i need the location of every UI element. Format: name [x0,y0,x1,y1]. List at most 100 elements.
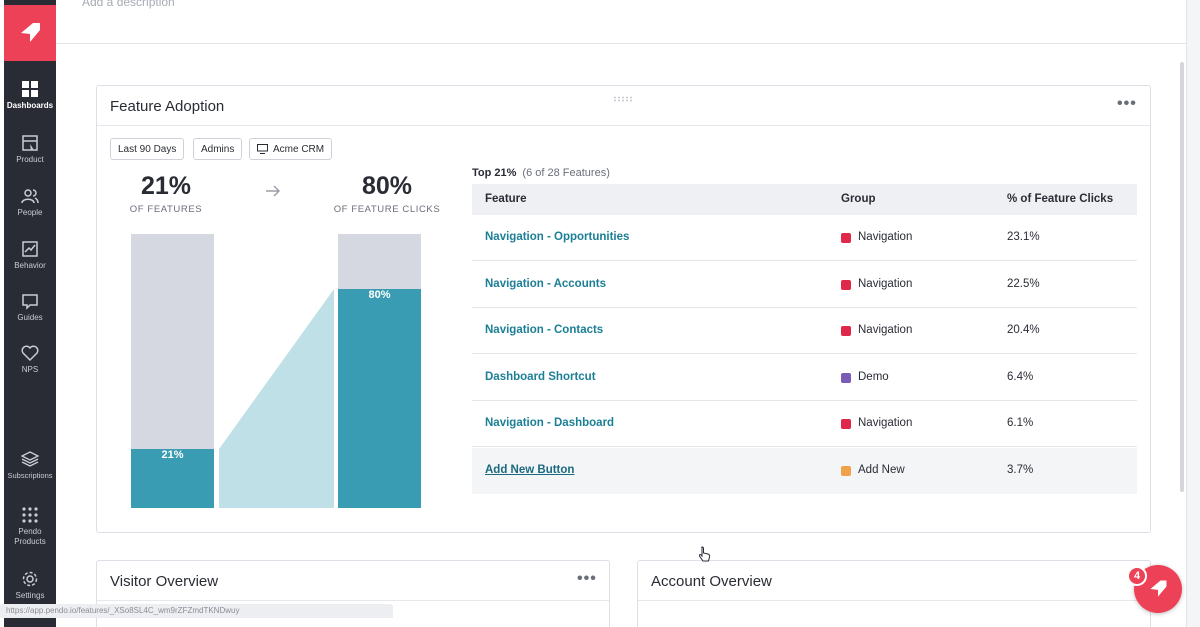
notification-badge: 4 [1127,566,1147,586]
feature-link[interactable]: Navigation - Dashboard [485,417,615,429]
pendo-logo-icon [21,23,40,42]
features-caption: OF FEATURES [129,204,203,215]
sidebar-item-behavior[interactable]: Behavior [4,240,56,271]
adoption-bar-visual [131,234,421,508]
app-filter-label: Acme CRM [273,143,325,155]
sidebar-item-product[interactable]: Product [4,134,56,165]
click-percent: 20.4% [1007,324,1040,336]
pendo-logo-icon [1150,580,1167,597]
column-header-feature[interactable]: Feature [485,193,527,205]
column-header-group[interactable]: Group [841,193,876,205]
table-header: Feature Group % of Feature Clicks [472,184,1137,215]
app-filter[interactable]: Acme CRM [249,138,333,160]
sidebar-item-people[interactable]: People [4,187,56,218]
card-divider [97,600,609,601]
table-row: Dashboard Shortcut Demo 6.4% [472,355,1137,401]
feature-link[interactable]: Add New Button [485,464,575,476]
sidebar-item-settings[interactable]: Settings [4,570,56,601]
sidebar-item-label: Subscriptions [7,471,53,480]
segment-filter[interactable]: Admins [193,138,243,160]
layers-icon [21,451,39,467]
clicks-bar-label: 80% [368,289,391,301]
card-title: Visitor Overview [110,573,219,590]
sidebar-item-label: Behavior [14,261,46,270]
group-name: Navigation [858,417,913,429]
sidebar-item-guides[interactable]: Guides [4,292,56,323]
card-divider [97,125,1150,126]
sidebar-item-label: Dashboards [6,101,54,110]
table-row: Navigation - Opportunities Navigation 23… [472,215,1137,261]
group-color-swatch [841,280,851,290]
gear-icon [22,571,38,587]
scrollbar[interactable] [1180,62,1184,492]
click-percent: 6.4% [1007,371,1034,383]
group-name: Navigation [858,278,913,290]
feature-link[interactable]: Navigation - Opportunities [485,231,630,243]
link-preview-url: https://app.pendo.io/features/_XSo8SL4C_… [0,604,393,618]
sidebar-item-label: Product [16,155,44,164]
product-icon [22,135,38,151]
account-overview-card: Account Overview [637,560,1151,627]
sidebar-item-label: NPS [21,365,39,374]
top-count: (6 of 28 Features) [522,167,610,179]
top-features-caption: Top 21% (6 of 28 Features) [472,167,610,179]
date-range-filter[interactable]: Last 90 Days [110,138,185,160]
sidebar-item-label: Settings [15,591,45,600]
window-edge [1186,0,1200,627]
click-percent: 3.7% [1007,464,1034,476]
sidebar-item-label: People [17,208,43,217]
sidebar: Dashboards Product People Behavior Guide… [4,0,56,627]
click-percent: 23.1% [1007,231,1040,243]
table-row: Navigation - Dashboard Navigation 6.1% [472,401,1137,447]
behavior-icon [22,241,38,257]
table-row: Navigation - Accounts Navigation 22.5% [472,262,1137,308]
card-divider [638,600,1150,601]
drag-handle-icon[interactable] [613,89,633,102]
click-percent: 22.5% [1007,278,1040,290]
top-percent: Top 21% [472,167,517,179]
clicks-bar-fill [338,289,421,508]
group-color-swatch [841,373,851,383]
hand-cursor-icon [698,546,712,567]
clicks-percent: 80% [361,172,413,200]
description-field[interactable]: Add a description [82,0,175,9]
group-color-swatch [841,466,851,476]
feature-link[interactable]: Navigation - Contacts [485,324,604,336]
clicks-caption: OF FEATURE CLICKS [333,204,441,215]
heart-icon [21,345,39,362]
arrow-right-icon [265,184,281,203]
more-options-icon[interactable]: ••• [1117,95,1137,112]
sidebar-item-subscriptions[interactable]: Subscriptions [4,450,56,481]
table-row: Navigation - Contacts Navigation 20.4% [472,308,1137,354]
card-title: Feature Adoption [110,98,225,115]
column-header-clicks[interactable]: % of Feature Clicks [1007,193,1114,205]
grid-icon [22,81,38,97]
people-icon [21,189,39,204]
click-percent: 6.1% [1007,417,1034,429]
features-bar-fill [131,449,214,508]
sidebar-item-pendo-products[interactable]: Pendo Products [4,506,56,547]
sidebar-item-label: Pendo Products [14,527,46,546]
card-title: Account Overview [651,573,772,590]
features-bar-label: 21% [161,449,184,461]
group-color-swatch [841,233,851,243]
group-name: Navigation [858,324,913,336]
sidebar-item-dashboards[interactable]: Dashboards [4,80,56,111]
feature-link[interactable]: Dashboard Shortcut [485,371,596,383]
monitor-icon [257,144,268,154]
apps-grid-icon [22,507,38,523]
group-name: Add New [858,464,905,476]
more-options-icon[interactable]: ••• [577,570,597,587]
group-color-swatch [841,326,851,336]
guides-icon [22,294,38,310]
group-name: Navigation [858,231,913,243]
table-row: Add New Button Add New 3.7% [472,448,1137,494]
feature-link[interactable]: Navigation - Accounts [485,278,606,290]
group-name: Demo [858,371,889,383]
adoption-connector [219,289,334,508]
sidebar-item-label: Guides [17,313,43,322]
pendo-logo[interactable] [4,5,56,61]
sidebar-item-nps[interactable]: NPS [4,344,56,375]
group-color-swatch [841,419,851,429]
dashboard-header: Add a description [56,0,1186,44]
